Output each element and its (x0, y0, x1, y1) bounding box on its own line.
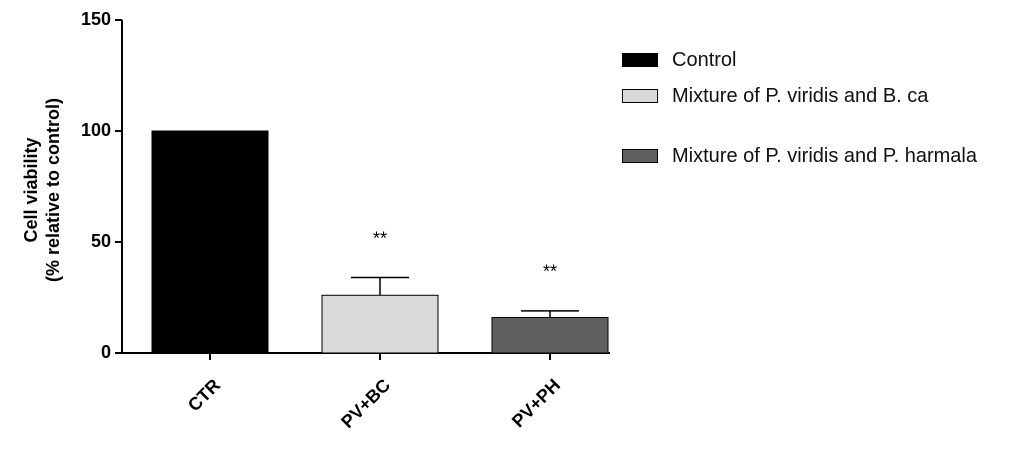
legend-swatch (622, 89, 658, 103)
legend-swatch (622, 53, 658, 67)
y-tick-label: 100 (81, 120, 111, 140)
legend-swatch (622, 149, 658, 163)
y-label: (% relative to control) (43, 98, 63, 282)
legend: Control Mixture of P. viridis and B. ca Mi… (622, 48, 1036, 168)
bar (491, 316, 609, 354)
legend-label: Mixture of P. viridis and B. ca (672, 85, 929, 107)
y-label-group: Cell viability (% relative to control) (21, 98, 63, 282)
x-tick-label: PV+PH (508, 375, 564, 431)
y-tick-label: 50 (91, 231, 111, 251)
annotation: ** (373, 228, 387, 248)
legend-item: Mixture of P. viridis and B. ca (622, 84, 1036, 108)
x-tick-label: CTR (184, 375, 224, 415)
legend-item: Control (622, 48, 1036, 72)
bar (151, 130, 269, 354)
y-label: Cell viability (21, 137, 41, 242)
annotation: ** (543, 262, 557, 282)
legend-item: Mixture of P. viridis and P. harmala (622, 144, 1036, 168)
legend-label: Control (672, 49, 737, 71)
x-tick-label: PV+BC (337, 375, 394, 432)
legend-label: Mixture of P. viridis and P. harmala (672, 145, 977, 167)
y-tick-label: 0 (101, 342, 111, 362)
bar (321, 294, 439, 354)
chart: Cell viability (% relative to control) 0… (21, 9, 610, 432)
y-tick-label: 150 (81, 9, 111, 29)
